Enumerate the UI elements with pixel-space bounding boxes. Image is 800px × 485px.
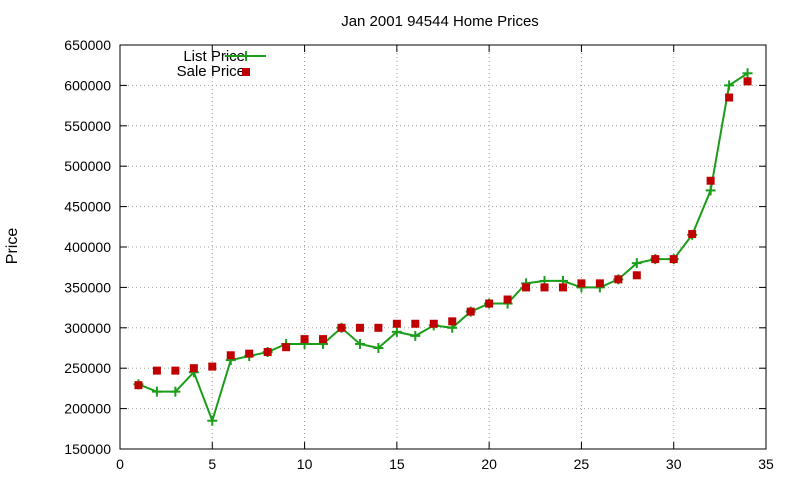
- list-price-point: [373, 343, 384, 353]
- sale-price-point: [226, 351, 235, 360]
- sale-price-point: [355, 323, 364, 332]
- sale-price-point: [208, 362, 217, 371]
- sale-price-point: [152, 366, 161, 375]
- x-tick-label: 35: [758, 456, 774, 472]
- legend-marker-sale-price: [242, 68, 250, 76]
- sale-price-point: [411, 319, 420, 328]
- list-price-point: [207, 415, 218, 426]
- y-tick-label: 650000: [64, 37, 111, 53]
- x-tick-label: 5: [208, 456, 216, 472]
- sale-price-point: [282, 343, 291, 352]
- y-tick-label: 200000: [64, 401, 111, 417]
- list-price-point: [705, 185, 716, 196]
- y-tick-label: 500000: [64, 158, 111, 174]
- list-price-point: [724, 80, 735, 91]
- sale-price-point: [245, 349, 254, 358]
- x-tick-label: 15: [389, 456, 405, 472]
- list-price-point: [354, 338, 365, 349]
- legend-label-sale-price: Sale Price: [177, 63, 245, 80]
- sale-price-point: [300, 335, 309, 344]
- sale-price-point: [263, 348, 272, 357]
- sale-price-point: [337, 323, 346, 332]
- x-tick-label: 20: [481, 456, 497, 472]
- sale-price-point: [688, 230, 697, 239]
- y-tick-label: 400000: [64, 239, 111, 255]
- legend-label-list-price: List Price: [183, 48, 245, 65]
- list-price-point: [410, 330, 421, 341]
- grid-layer: [120, 45, 766, 449]
- y-axis-label: Price: [4, 228, 21, 265]
- sale-price-point: [614, 275, 623, 284]
- y-tick-label: 600000: [64, 77, 111, 93]
- sale-price-point: [503, 295, 512, 304]
- sale-price-point: [669, 255, 678, 264]
- sale-price-point: [171, 366, 180, 375]
- list-price-point: [631, 258, 642, 269]
- y-tick-label: 350000: [64, 279, 111, 295]
- x-tick-label: 10: [297, 456, 313, 472]
- x-tick-label: 0: [116, 456, 124, 472]
- sale-price-point: [392, 319, 401, 328]
- sale-price-point: [632, 271, 641, 280]
- list-price-point: [170, 386, 181, 397]
- sale-price-point: [595, 279, 604, 288]
- sale-price-point: [577, 279, 586, 288]
- sale-price-point: [374, 323, 383, 332]
- x-tick-label: 30: [666, 456, 682, 472]
- y-tick-label: 250000: [64, 360, 111, 376]
- list-price-point: [742, 68, 753, 79]
- sale-price-point: [522, 283, 531, 292]
- y-tick-label: 450000: [64, 199, 111, 215]
- y-tick-label: 550000: [64, 118, 111, 134]
- sale-price-point: [558, 283, 567, 292]
- chart-title: Jan 2001 94544 Home Prices: [341, 13, 539, 30]
- sale-price-point: [743, 77, 752, 86]
- sale-price-point: [725, 93, 734, 102]
- y-tick-label: 300000: [64, 320, 111, 336]
- y-tick-label: 150000: [64, 441, 111, 457]
- axes-layer: 150000 200000 250000 300000 350000 400000 4500…: [64, 37, 774, 472]
- sale-price-point: [134, 381, 143, 390]
- series-layer: [133, 68, 753, 426]
- list-price-line: [138, 72, 749, 424]
- sale-price-point: [540, 283, 549, 292]
- sale-price-point: [189, 364, 198, 373]
- x-tick-label: 25: [574, 456, 590, 472]
- list-price-point: [391, 326, 402, 337]
- list-price-point: [151, 386, 162, 397]
- sale-price-point: [448, 317, 457, 326]
- sale-price-point: [466, 307, 475, 316]
- sale-price-point: [429, 319, 438, 328]
- sale-price-point: [706, 176, 715, 185]
- sale-price-point: [485, 299, 494, 308]
- sale-price-point: [651, 255, 660, 264]
- sale-price-point: [319, 335, 328, 344]
